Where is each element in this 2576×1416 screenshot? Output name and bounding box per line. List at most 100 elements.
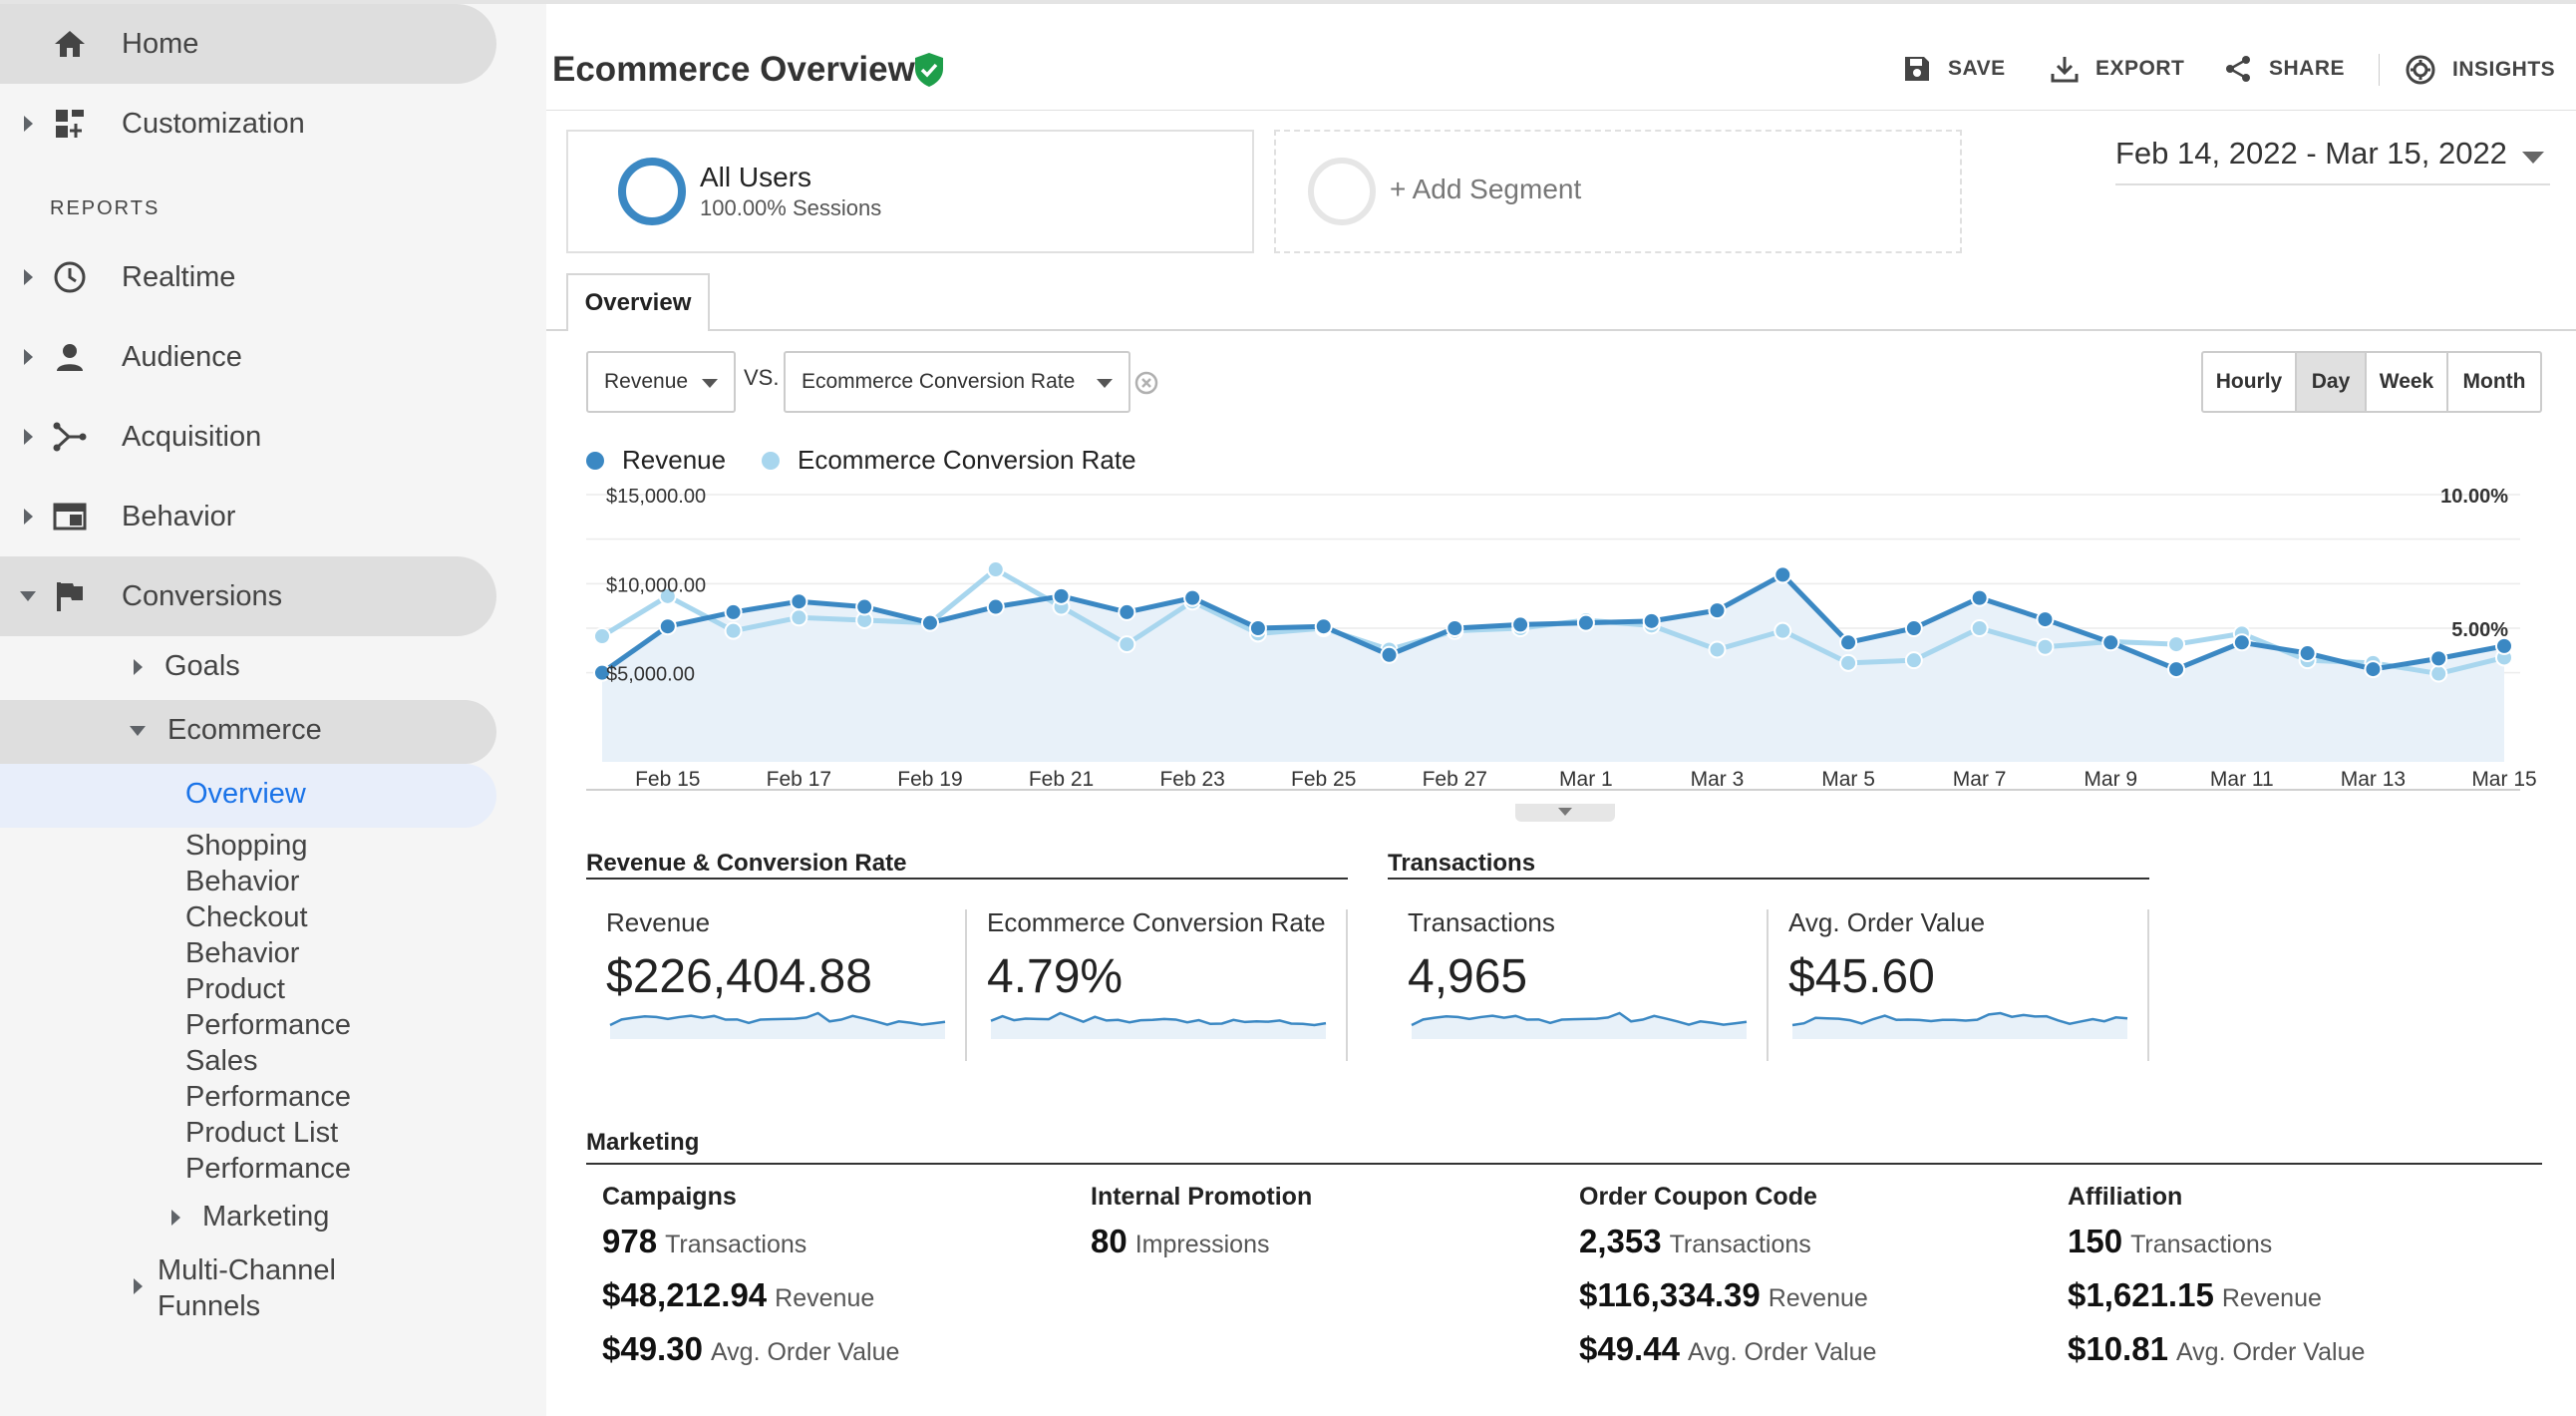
sidebar-item-product-list-performance[interactable]: Product List Performance (185, 1115, 351, 1187)
sidebar-item-marketing[interactable]: Marketing (171, 1201, 329, 1234)
remove-comparison-icon[interactable] (1134, 371, 1158, 400)
chevron-down-icon (20, 591, 36, 601)
sidebar-item-sales-performance[interactable]: Sales Performance (185, 1043, 351, 1115)
metric-value: 978 (602, 1223, 658, 1259)
kpi-divider (2147, 909, 2149, 1061)
segment-all-users[interactable]: All Users 100.00% Sessions (566, 130, 1254, 253)
period-day-button[interactable]: Day (2297, 353, 2367, 411)
sidebar-item-label: Goals (164, 650, 240, 682)
sidebar-item-checkout-behavior[interactable]: Checkout Behavior (185, 899, 308, 971)
sidebar-item-product-performance[interactable]: Product Performance (185, 971, 351, 1043)
marketing-order-coupon-code[interactable]: Order Coupon Code 2,353 Transactions $116… (1579, 1183, 1876, 1370)
period-week-button[interactable]: Week (2367, 353, 2448, 411)
x-axis-tick-label: Mar 3 (1691, 768, 1745, 791)
sidebar-item-overview[interactable]: Overview (0, 764, 496, 828)
metric-unit: Revenue (2221, 1284, 2322, 1312)
marketing-internal-promotion[interactable]: Internal Promotion 80 Impressions (1091, 1183, 1312, 1262)
sidebar-item-label: Marketing (202, 1201, 330, 1233)
revenue-point (1511, 615, 1530, 634)
sidebar-item-audience[interactable]: Audience (0, 317, 496, 397)
conversion-rate-point (1118, 635, 1136, 654)
marketing-campaigns[interactable]: Campaigns 978 Transactions $48,212.94 Reve… (602, 1183, 899, 1370)
metric-unit: Impressions (1134, 1231, 1270, 1258)
sidebar-item-conversions[interactable]: Conversions (0, 556, 496, 636)
x-axis-tick-label: Mar 11 (2210, 768, 2274, 791)
kpi-value: $45.60 (1788, 950, 1935, 1003)
sidebar-item-label: Product (185, 973, 285, 1005)
export-button[interactable]: EXPORT (2050, 54, 2184, 84)
marketing-affiliation[interactable]: Affiliation 150 Transactions $1,621.15 Rev… (2068, 1183, 2365, 1370)
date-range-picker[interactable]: Feb 14, 2022 - Mar 15, 2022 (2115, 136, 2550, 185)
save-button[interactable]: SAVE (1902, 54, 2006, 84)
marketing-metric: 80 Impressions (1091, 1223, 1312, 1262)
add-segment-label: + Add Segment (1390, 174, 1582, 204)
sidebar-item-label: Performance (185, 1153, 352, 1185)
sidebar-item-realtime[interactable]: Realtime (0, 237, 496, 317)
revenue-point (1183, 588, 1202, 607)
marketing-metric: $49.44 Avg. Order Value (1579, 1330, 1876, 1370)
revenue-point (2495, 636, 2513, 655)
period-hourly-button[interactable]: Hourly (2203, 353, 2297, 411)
x-axis-tick-label: Mar 9 (2084, 768, 2137, 791)
y-axis-left-tick-label: $15,000.00 (606, 487, 706, 508)
x-axis-tick-label: Mar 13 (2341, 768, 2406, 791)
sidebar-item-label: Behavior (185, 937, 300, 969)
kpi-value: 4,965 (1408, 950, 1528, 1003)
sparkline-area (1792, 1013, 2127, 1039)
legend-conversion-rate[interactable]: Ecommerce Conversion Rate (762, 445, 1136, 476)
legend-dot-revenue (586, 451, 604, 470)
sidebar-item-multi-channel-funnels[interactable]: Multi-Channel Funnels (134, 1252, 336, 1324)
conversion-rate-point (1708, 640, 1727, 659)
revenue-area (602, 574, 2504, 762)
sidebar-item-label: Sales (185, 1045, 258, 1077)
sidebar-item-customization[interactable]: Customization (0, 84, 496, 164)
primary-metric-select[interactable]: Revenue (586, 351, 736, 413)
sidebar-item-ecommerce[interactable]: Ecommerce (0, 700, 496, 764)
comparison-metric-select[interactable]: Ecommerce Conversion Rate (784, 351, 1130, 413)
metric-unit: Revenue (1768, 1284, 1868, 1312)
sidebar-item-label: Shopping (185, 830, 308, 862)
revenue-point (920, 613, 939, 632)
sidebar-item-home[interactable]: Home (0, 4, 496, 84)
y-axis-left-tick-label: $10,000.00 (606, 574, 706, 596)
sparkline-line (609, 1011, 946, 1027)
metric-value: $49.44 (1579, 1330, 1680, 1367)
metric-value: 80 (1091, 1223, 1127, 1259)
chevron-right-icon (24, 429, 33, 445)
verified-shield-icon (913, 52, 945, 93)
share-button[interactable]: SHARE (2223, 54, 2345, 84)
person-icon (50, 337, 90, 377)
sidebar-item-shopping-behavior[interactable]: Shopping Behavior (185, 828, 308, 899)
legend-revenue[interactable]: Revenue (586, 445, 726, 476)
add-segment-button[interactable]: + Add Segment (1274, 130, 1962, 253)
insights-button[interactable]: INSIGHTS (2405, 54, 2555, 86)
conversion-rate-point (1904, 651, 1923, 670)
sidebar-item-label: Behavior (122, 500, 236, 532)
share-label: SHARE (2269, 57, 2346, 80)
sidebar-item-behavior[interactable]: Behavior (0, 477, 496, 556)
kpi-revenue[interactable]: Revenue $226,404.88 (586, 907, 965, 1063)
chevron-right-icon (24, 509, 33, 525)
tab-overview[interactable]: Overview (566, 273, 710, 331)
chevron-right-icon (24, 349, 33, 365)
primary-metric-value: Revenue (604, 370, 689, 393)
kpi-label: Avg. Order Value (1788, 907, 1986, 937)
kpi-transactions[interactable]: Transactions 4,965 (1388, 907, 1767, 1063)
download-icon (2051, 57, 2079, 83)
kpi-conversion-rate[interactable]: Ecommerce Conversion Rate 4.79% (967, 907, 1346, 1063)
revenue-point (724, 602, 743, 621)
metric-value: 2,353 (1579, 1223, 1662, 1259)
insights-icon (2406, 55, 2435, 85)
sidebar-item-acquisition[interactable]: Acquisition (0, 397, 496, 477)
segment-ring-icon (1308, 158, 1376, 225)
revenue-point (2036, 610, 2055, 629)
marketing-metric: $48,212.94 Revenue (602, 1276, 899, 1316)
expand-chart-handle[interactable] (1515, 804, 1615, 822)
period-month-button[interactable]: Month (2462, 370, 2526, 393)
section-rule (586, 1163, 2542, 1165)
kpi-avg-order-value[interactable]: Avg. Order Value $45.60 (1769, 907, 2147, 1063)
page-title: Ecommerce Overview (552, 50, 915, 89)
sidebar-item-goals[interactable]: Goals (134, 650, 240, 683)
kpi-label: Transactions (1408, 907, 1555, 937)
insights-label: INSIGHTS (2452, 58, 2556, 81)
